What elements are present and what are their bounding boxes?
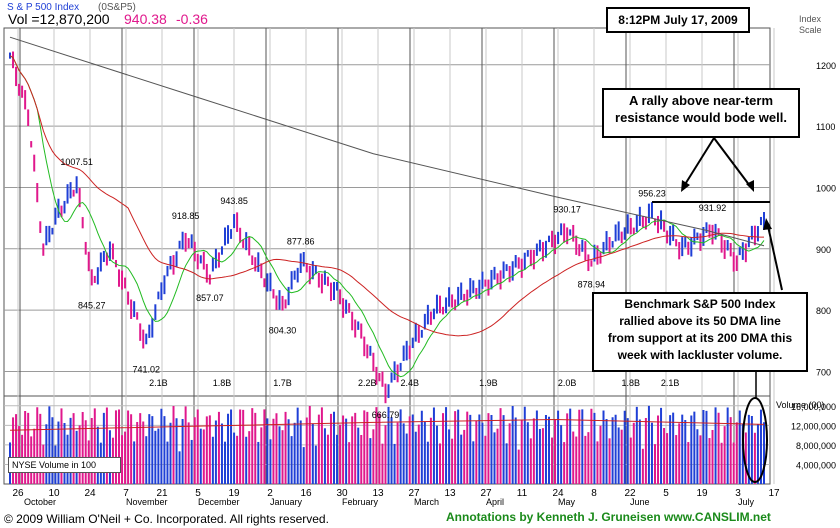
- price-tick-label: 900: [816, 245, 831, 255]
- annotation-resistance-line-2: resistance would bode well.: [615, 110, 787, 125]
- arrow-left: [681, 137, 715, 192]
- month-label: July: [738, 497, 755, 507]
- month-label: March: [414, 497, 439, 507]
- date-tick-label: 19: [696, 488, 708, 499]
- price-point-label: 956.23: [638, 188, 666, 198]
- date-tick-label: 3: [735, 488, 741, 499]
- month-label: November: [126, 497, 168, 507]
- month-label: February: [342, 497, 379, 507]
- timestamp-box: 8:12PM July 17, 2009: [606, 7, 750, 33]
- volume-moving-average-line: [9, 418, 765, 431]
- date-tick-label: 17: [768, 488, 780, 499]
- volume-tick-label: 4,000,000: [796, 460, 836, 470]
- annotation-benchmark-line-4: week with lackluster volume.: [617, 348, 783, 362]
- volume-tick-label: 8,000,000: [796, 441, 836, 451]
- volume-peak-label: 2.1B: [661, 378, 680, 388]
- annotation-resistance-line-1: A rally above near-term: [628, 93, 774, 108]
- price-readout: 940.38: [124, 11, 167, 27]
- volume-panel-label: NYSE Volume in 100: [8, 457, 121, 473]
- chart-title: S & P 500 Index: [7, 2, 79, 13]
- date-tick-label: 16: [300, 488, 312, 499]
- month-label: May: [558, 497, 576, 507]
- volume-peak-label: 2.4B: [400, 378, 419, 388]
- volume-peak-label: 1.8B: [213, 378, 232, 388]
- annotation-benchmark-line-3: from support at its 200 DMA this: [607, 331, 793, 345]
- date-tick-label: 8: [591, 488, 597, 499]
- date-tick-label: 5: [663, 488, 669, 499]
- date-tick-label: 26: [12, 488, 24, 499]
- annotation-resistance: A rally above near-term resistance would…: [602, 88, 800, 138]
- volume-highlight: [742, 397, 768, 483]
- scale-label-index: Index: [799, 14, 822, 24]
- chart-symbol: (0S&P5): [98, 2, 136, 13]
- medium-moving-average-line: [9, 55, 765, 337]
- date-tick-label: 2: [267, 488, 273, 499]
- price-point-label: 930.17: [553, 204, 581, 214]
- date-tick-label: 7: [123, 488, 129, 499]
- date-tick-label: 11: [517, 488, 528, 499]
- annotation-benchmark-line-1: Benchmark S&P 500 Index: [624, 297, 776, 311]
- month-label: June: [630, 497, 650, 507]
- price-point-label: 845.27: [78, 300, 106, 310]
- price-point-label: 878.94: [578, 280, 606, 290]
- price-point-label: 943.85: [220, 196, 248, 206]
- long-moving-average-line: [9, 36, 765, 247]
- volume-bars: [9, 405, 765, 484]
- price-tick-label: 1100: [816, 122, 835, 132]
- volume-peak-label: 2.0B: [558, 378, 577, 388]
- month-label: April: [486, 497, 504, 507]
- date-tick-label: 5: [195, 488, 201, 499]
- date-tick-label: 10: [48, 488, 60, 499]
- date-tick-label: 27: [480, 488, 492, 499]
- price-bars: [9, 51, 765, 404]
- date-tick-label: 22: [624, 488, 636, 499]
- date-tick-label: 24: [552, 488, 564, 499]
- short-moving-average-line: [9, 55, 765, 378]
- chart-labels: 700 800 900 1000 1100 1200 26 10 24 7 21 5 19 2 16 30 13…: [12, 61, 836, 507]
- price-point-label: 804.30: [269, 325, 297, 335]
- volume-peak-label: 2.2B: [358, 378, 377, 388]
- price-tick-label: 1000: [816, 183, 836, 193]
- volume-tick-label: 16,000,000: [791, 402, 836, 412]
- volume-axis-title: Volume (00): [776, 400, 825, 410]
- annotation-benchmark: Benchmark S&P 500 Index rallied above it…: [592, 292, 808, 372]
- price-tick-label: 800: [816, 306, 831, 316]
- annotation-benchmark-line-2: rallied above its 50 DMA line: [619, 314, 781, 328]
- price-tick-label: 1200: [816, 61, 836, 71]
- volume-peak-label: 2.1B: [149, 378, 168, 388]
- change-readout: -0.36: [176, 11, 208, 27]
- volume-peak-label: 1.7B: [273, 378, 292, 388]
- price-tick-label: 700: [816, 367, 831, 377]
- date-tick-label: 21: [156, 488, 168, 499]
- volume-peak-label: 1.9B: [479, 378, 498, 388]
- price-point-label: 1007.51: [60, 157, 93, 167]
- date-tick-label: 24: [84, 488, 96, 499]
- arrow-right: [713, 137, 754, 192]
- price-point-label: 666.79: [372, 410, 400, 420]
- date-tick-label: 19: [228, 488, 240, 499]
- annotation-credit: Annotations by Kenneth J. Gruneisen www.…: [446, 510, 771, 524]
- price-point-label: 857.07: [196, 293, 224, 303]
- month-label: January: [270, 497, 303, 507]
- moving-averages: [9, 36, 765, 378]
- date-tick-label: 13: [372, 488, 384, 499]
- date-tick-label: 27: [408, 488, 420, 499]
- date-tick-label: 13: [444, 488, 456, 499]
- price-point-label: 877.86: [287, 236, 315, 246]
- price-point-label: 931.92: [699, 203, 727, 213]
- price-point-label: 918.85: [172, 211, 200, 221]
- volume-peak-label: 1.8B: [622, 378, 641, 388]
- month-label: October: [24, 497, 56, 507]
- volume-tick-label: 12,000,000: [791, 421, 836, 431]
- month-label: December: [198, 497, 240, 507]
- arrow-up: [763, 218, 783, 291]
- price-point-label: 741.02: [132, 364, 160, 374]
- scale-label-scale: Scale: [799, 25, 822, 35]
- volume-readout: Vol =12,870,200: [8, 11, 110, 27]
- copyright-footer: © 2009 William O'Neil + Co. Incorporated…: [4, 512, 329, 526]
- date-tick-label: 30: [336, 488, 348, 499]
